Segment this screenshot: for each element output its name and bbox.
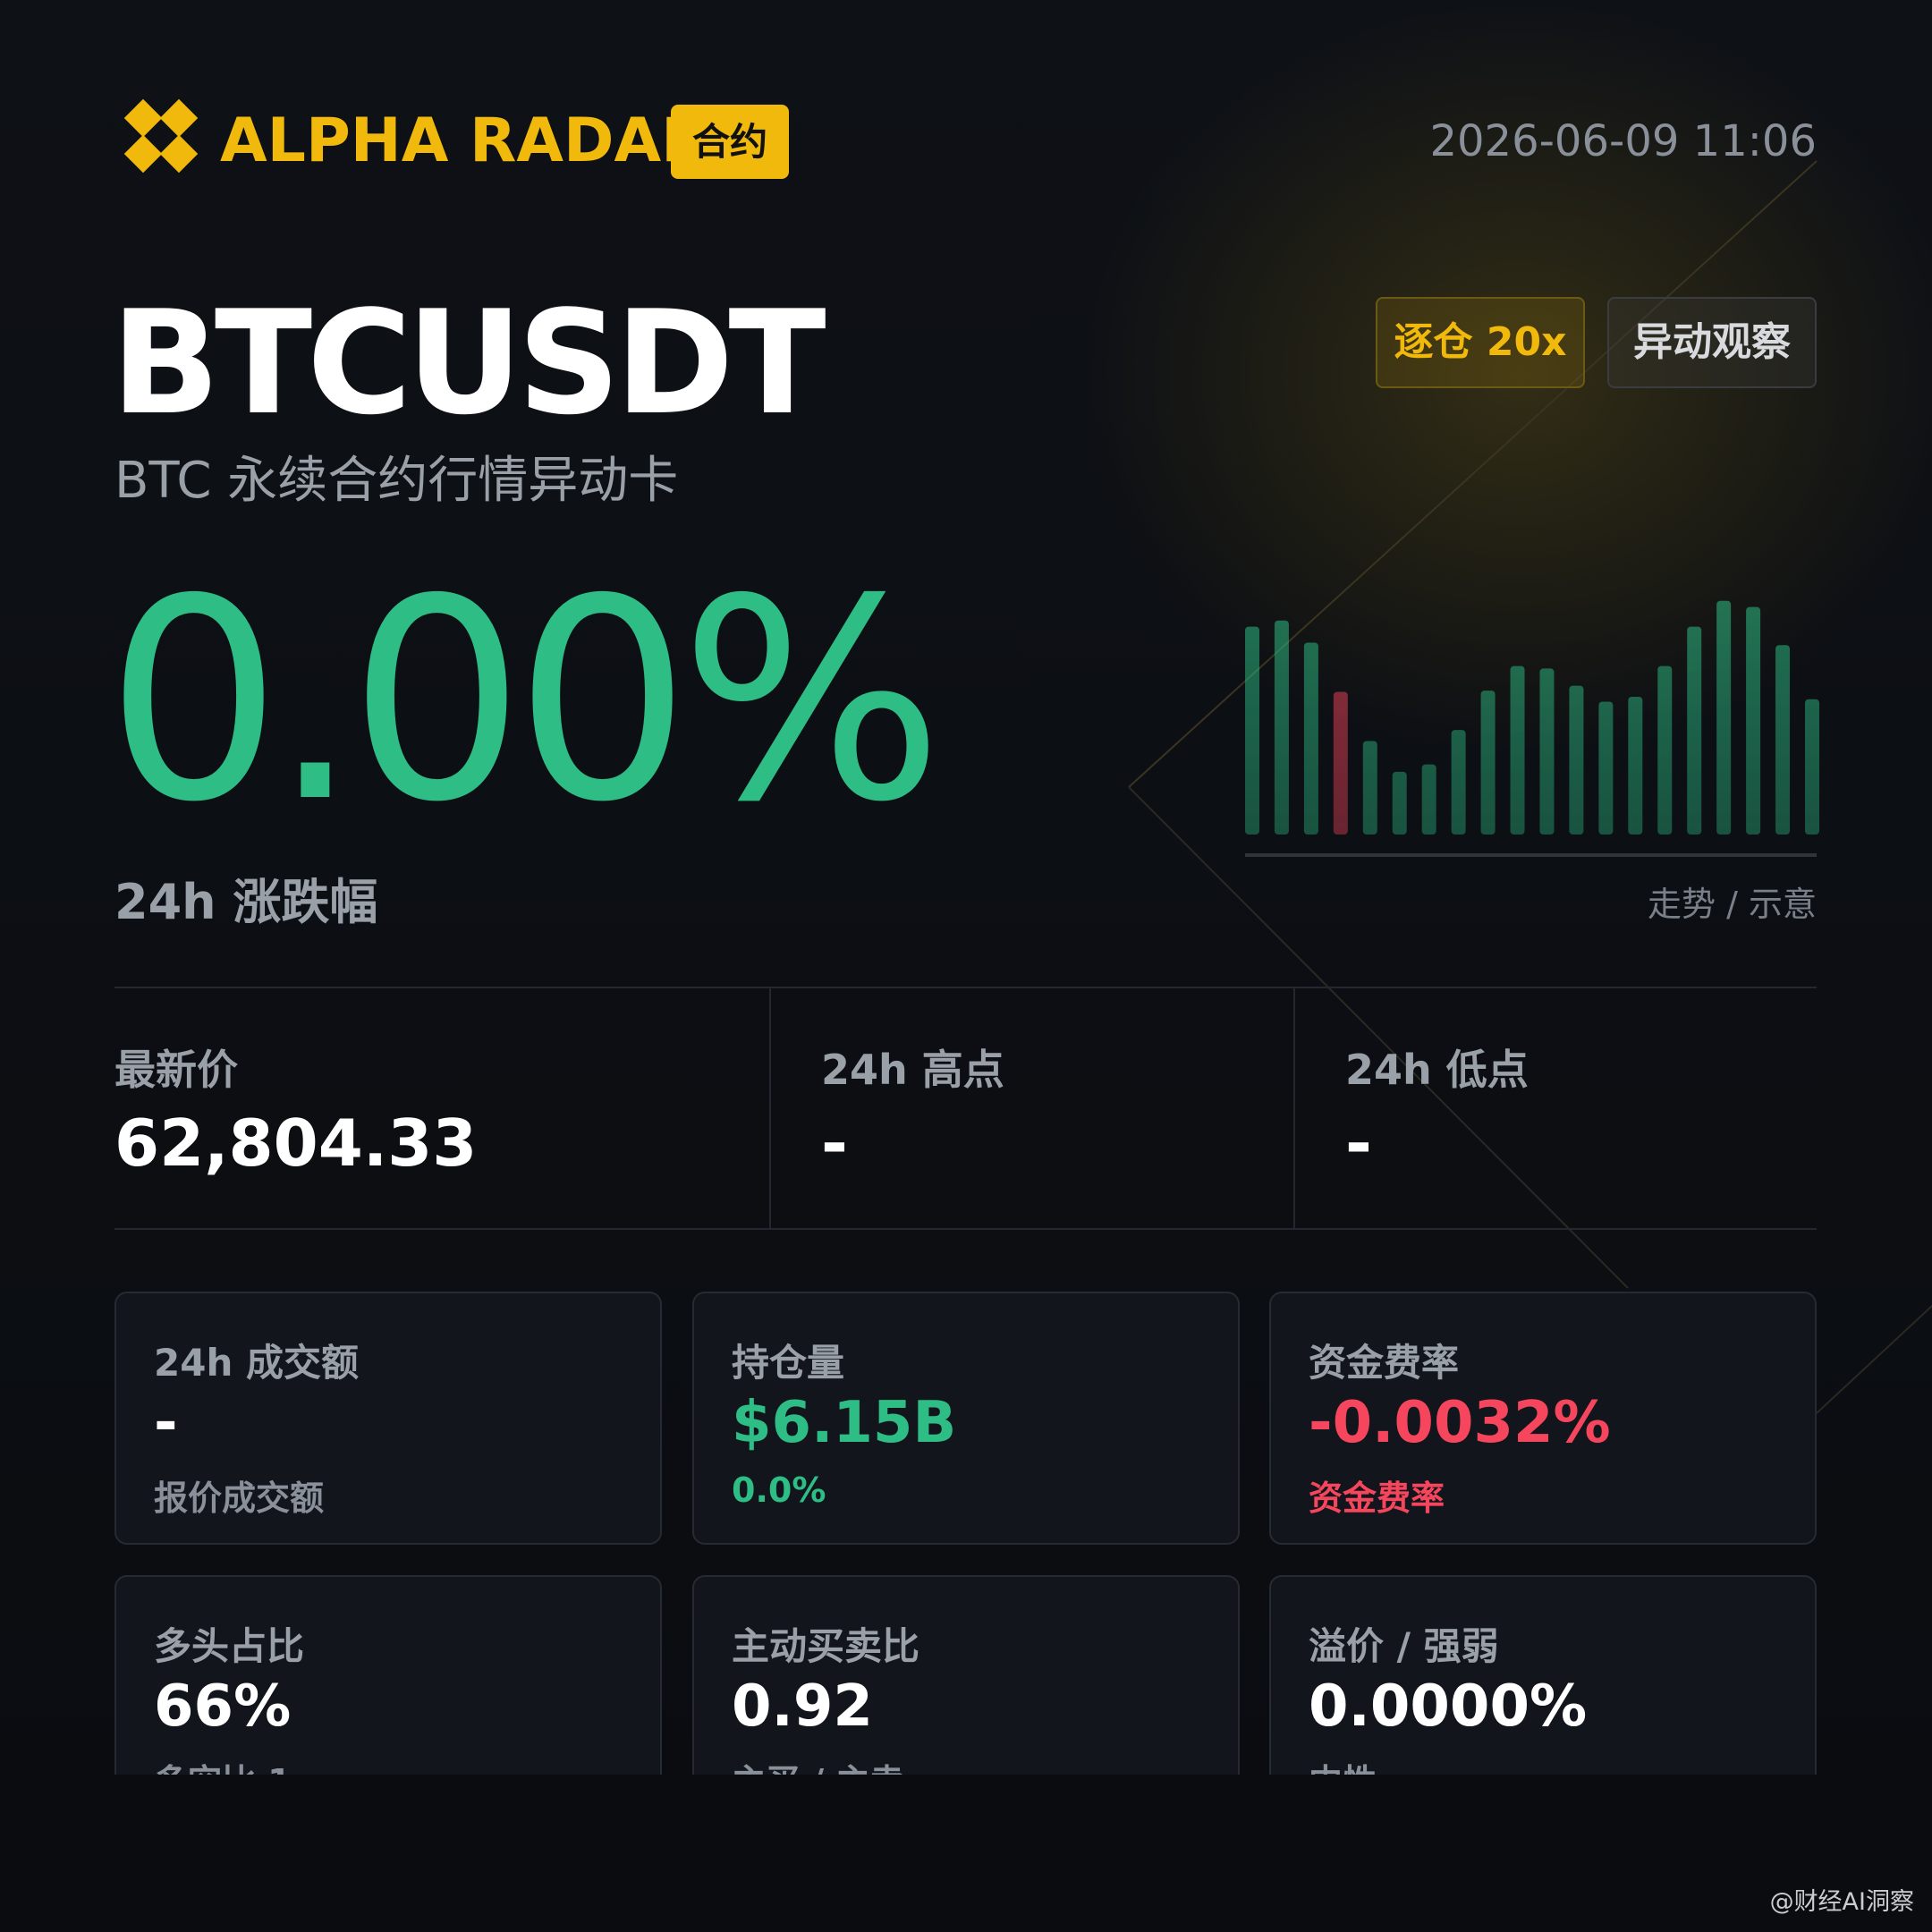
card-label: 多头占比 (154, 1624, 305, 1668)
card-value: 0.92 (732, 1674, 873, 1740)
watermark: @财经AI洞察 (1769, 1888, 1914, 1916)
metric-card: 资金费率 -0.0032% 资金费率 (1269, 1292, 1817, 1545)
card-sub: 中性 (1309, 1754, 1377, 1775)
trend-bar (1392, 771, 1407, 835)
card-sub: 报价成交额 (154, 1479, 325, 1518)
card-value: 0.0000% (1309, 1674, 1588, 1740)
trend-chart (1245, 600, 1819, 857)
trend-bar (1805, 699, 1819, 835)
card-label: 持仓量 (732, 1341, 845, 1385)
trend-bar (1362, 741, 1377, 835)
trend-bar (1480, 691, 1496, 835)
logo (123, 98, 199, 174)
change-label: 24h 涨跌幅 (114, 874, 378, 930)
badge: 逐仓 20x (1376, 297, 1585, 388)
tag: 合约 (671, 105, 789, 179)
trend-bar (1628, 697, 1643, 835)
badge: 异动观察 (1607, 297, 1817, 388)
trend-bar (1687, 626, 1702, 835)
card-sub: 主买 / 主卖 (732, 1754, 903, 1775)
card-label: 24h 成交额 (154, 1341, 359, 1385)
card-value: 66% (154, 1674, 292, 1740)
trend-bar (1657, 665, 1673, 835)
metric-card: 多头占比 66% 多空比 1 (114, 1575, 662, 1775)
cards: 24h 成交额 - 报价成交额 持仓量 $6.15B 0.0% 资金费率 -0.0032% 资金… (114, 1292, 1817, 1775)
trend-bar (1303, 642, 1318, 835)
timestamp: 2026-06-09 11:06 (1429, 116, 1817, 166)
divider (114, 987, 1817, 988)
trend-bar (1245, 626, 1259, 835)
stat-label: 最新价 (114, 1046, 238, 1094)
trend-bar (1510, 665, 1525, 835)
metric-card: 持仓量 $6.15B 0.0% (692, 1292, 1240, 1545)
trend-bar (1451, 730, 1466, 835)
stat-label: 24h 低点 (1345, 1046, 1529, 1094)
card-label: 主动买卖比 (732, 1624, 920, 1668)
trend-bar (1539, 668, 1555, 835)
metric-card: 24h 成交额 - 报价成交额 (114, 1292, 662, 1545)
trend-bar (1274, 620, 1289, 835)
card-sub: 资金费率 (1309, 1479, 1445, 1518)
metric-card: 主动买卖比 0.92 主买 / 主卖 (692, 1575, 1240, 1775)
card-value: - (154, 1390, 178, 1456)
card-label: 资金费率 (1309, 1341, 1460, 1385)
trend-caption: 走势 / 示意 (1648, 885, 1817, 924)
subtitle: BTC 永续合约行情异动卡 (114, 452, 679, 510)
trend-bar (1716, 600, 1732, 835)
trend-bar (1746, 606, 1761, 835)
card-label: 溢价 / 强弱 (1309, 1624, 1499, 1668)
card-value: -0.0032% (1309, 1390, 1611, 1456)
stat-label: 24h 高点 (821, 1046, 1004, 1094)
card-sub: 多空比 1 (154, 1754, 292, 1775)
trend-bar (1775, 645, 1791, 835)
divider (1293, 987, 1295, 1229)
divider (114, 1228, 1817, 1230)
card-value: $6.15B (732, 1390, 957, 1456)
stat-value: 62,804.33 (114, 1106, 478, 1181)
symbol: BTCUSDT (111, 279, 826, 446)
card-sub: 0.0% (732, 1470, 826, 1510)
brand: ALPHA RADAR (220, 106, 708, 176)
metric-card: 溢价 / 强弱 0.0000% 中性 (1269, 1575, 1817, 1775)
trend-bar (1333, 691, 1348, 835)
stat-value: - (1345, 1106, 1372, 1181)
change-value: 0.00% (106, 540, 944, 863)
trend-bar (1569, 685, 1584, 835)
stat-value: - (821, 1106, 848, 1181)
trend-bar (1598, 701, 1614, 835)
trend-bar (1421, 764, 1436, 835)
divider (769, 987, 771, 1229)
